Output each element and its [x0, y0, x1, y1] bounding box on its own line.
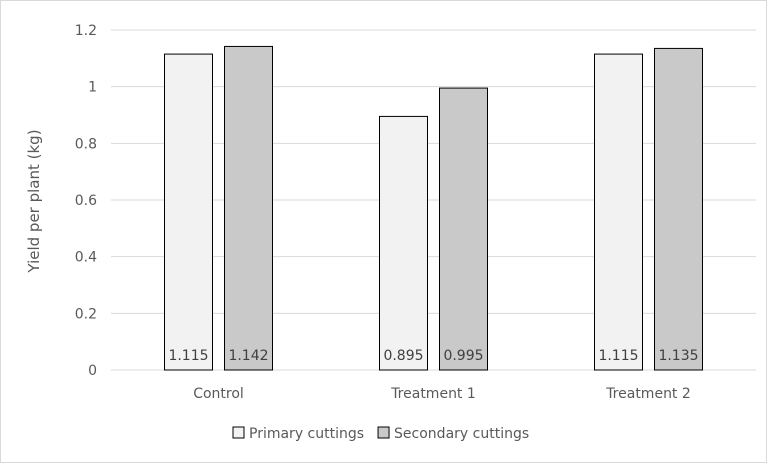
y-tick-label: 0.4 [75, 250, 97, 266]
data-label: 1.142 [228, 348, 268, 364]
data-label: 0.895 [383, 348, 423, 364]
y-tick-label: 1 [88, 80, 97, 96]
data-label: 1.115 [168, 348, 208, 364]
x-axis-categories: Control Treatment 1 Treatment 2 [193, 386, 691, 402]
data-labels: 1.115 1.142 0.895 0.995 1.115 1.135 [168, 348, 698, 364]
bars [164, 45, 703, 371]
data-label: 1.135 [658, 348, 698, 364]
y-axis-title: Yield per plant (kg) [25, 129, 43, 273]
y-tick-label: 0.6 [75, 193, 97, 209]
x-category-label: Control [193, 386, 244, 402]
data-label: 0.995 [443, 348, 483, 364]
legend-label: Secondary cuttings [394, 426, 529, 442]
gridlines [111, 29, 756, 371]
bar [164, 53, 213, 371]
y-tick-label: 0.2 [75, 306, 97, 322]
y-tick-label: 0.8 [75, 136, 97, 152]
legend-swatch [232, 426, 245, 439]
bar [594, 53, 643, 371]
bar [439, 87, 488, 371]
y-axis-ticks: 0 0.2 0.4 0.6 0.8 1 1.2 [75, 23, 97, 379]
x-category-label: Treatment 2 [605, 386, 691, 402]
legend-label: Primary cuttings [249, 426, 364, 442]
bar [654, 47, 703, 371]
legend-swatch [377, 426, 390, 439]
legend: Primary cuttings Secondary cuttings [232, 426, 529, 442]
data-label: 1.115 [598, 348, 638, 364]
y-tick-label: 1.2 [75, 23, 97, 39]
y-tick-label: 0 [88, 363, 97, 379]
bar [379, 115, 428, 371]
bar [224, 45, 273, 371]
x-category-label: Treatment 1 [390, 386, 476, 402]
